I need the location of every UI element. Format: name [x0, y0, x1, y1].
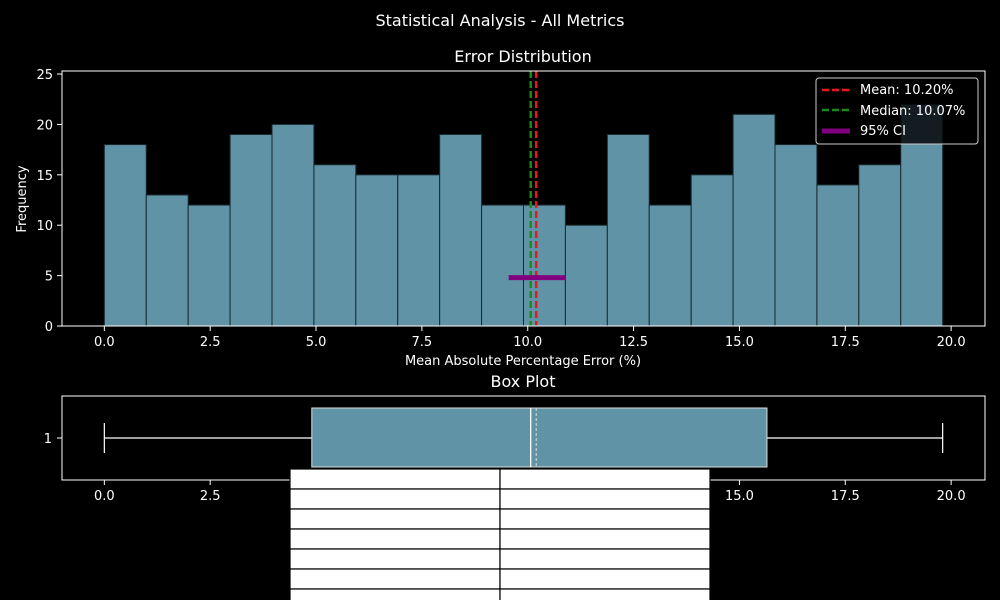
x-tick-label: 15.0 [725, 489, 754, 504]
x-tick-label: 2.5 [200, 335, 221, 350]
legend-mean-label: Mean: 10.20% [860, 83, 954, 98]
table-cell [499, 548, 711, 570]
legend: Mean: 10.20% Median: 10.07% 95% CI [815, 77, 979, 145]
y-tick-label: 20 [36, 118, 53, 133]
histogram-bar [313, 164, 357, 327]
histogram-panel: Error Distribution 0.0 2.5 5.0 7.5 10.0 12.5 1… [15, 47, 986, 369]
histogram-y-ticks: 0 5 10 15 20 25 [36, 68, 62, 335]
histogram-title: Error Distribution [454, 47, 591, 66]
histogram-bar [103, 144, 147, 327]
table-cell [289, 548, 501, 570]
x-tick-label: 5.0 [306, 335, 327, 350]
y-tick-label: 0 [45, 320, 53, 335]
histogram-bar [690, 174, 734, 327]
y-tick-label: 15 [36, 169, 53, 184]
histogram-bar [564, 224, 608, 327]
y-tick-label: 25 [36, 68, 53, 83]
histogram-bar [648, 204, 692, 327]
boxplot-y-tick-label: 1 [44, 432, 52, 447]
x-tick-label: 20.0 [937, 489, 966, 504]
legend-ci-label: 95% CI [860, 124, 906, 139]
stats-table [289, 468, 711, 600]
x-tick-label: 7.5 [412, 335, 433, 350]
table-cell [499, 488, 711, 510]
table-cell [289, 468, 501, 490]
histogram-bar [481, 204, 525, 327]
y-tick-label: 10 [36, 219, 53, 234]
table-cell [289, 588, 501, 600]
x-tick-label: 17.5 [831, 489, 860, 504]
table-cell [289, 508, 501, 530]
histogram-bar [439, 133, 483, 327]
table-cell [289, 488, 501, 510]
histogram-x-ticks: 0.0 2.5 5.0 7.5 10.0 12.5 15.0 17.5 20.0 [94, 326, 966, 350]
x-tick-label: 0.0 [94, 489, 115, 504]
histogram-bar [606, 133, 650, 327]
histogram-y-label: Frequency [15, 165, 30, 232]
histogram-bar [355, 174, 399, 327]
legend-box [815, 77, 979, 145]
histogram-bar [732, 113, 776, 327]
histogram-bar [774, 144, 818, 327]
histogram-x-label: Mean Absolute Percentage Error (%) [405, 354, 641, 369]
table-cell [499, 528, 711, 550]
iqr-box [311, 407, 768, 468]
histogram-bar [229, 133, 273, 327]
histogram-bar [397, 174, 441, 327]
table-cell [499, 508, 711, 530]
x-tick-label: 0.0 [94, 335, 115, 350]
histogram-bar [271, 123, 315, 327]
table-cell [289, 528, 501, 550]
histogram-bar [187, 204, 231, 327]
table-cell [499, 468, 711, 490]
table-cell [289, 568, 501, 590]
x-tick-label: 20.0 [937, 335, 966, 350]
histogram-reference-lines [508, 71, 566, 326]
histogram-bar [858, 164, 902, 327]
x-tick-label: 15.0 [725, 335, 754, 350]
table-cell [499, 568, 711, 590]
histogram-bar [816, 184, 860, 327]
x-tick-label: 10.0 [513, 335, 542, 350]
histogram-bar [145, 194, 189, 327]
x-tick-label: 2.5 [200, 489, 221, 504]
x-tick-label: 17.5 [831, 335, 860, 350]
y-tick-label: 5 [45, 270, 53, 285]
boxplot-marks [103, 407, 944, 468]
legend-median-label: Median: 10.07% [860, 104, 965, 119]
boxplot-title: Box Plot [491, 372, 556, 391]
table-cell [499, 588, 711, 600]
x-tick-label: 12.5 [619, 335, 648, 350]
histogram-axes-frame [61, 70, 986, 327]
figure-title: Statistical Analysis - All Metrics [375, 11, 624, 30]
